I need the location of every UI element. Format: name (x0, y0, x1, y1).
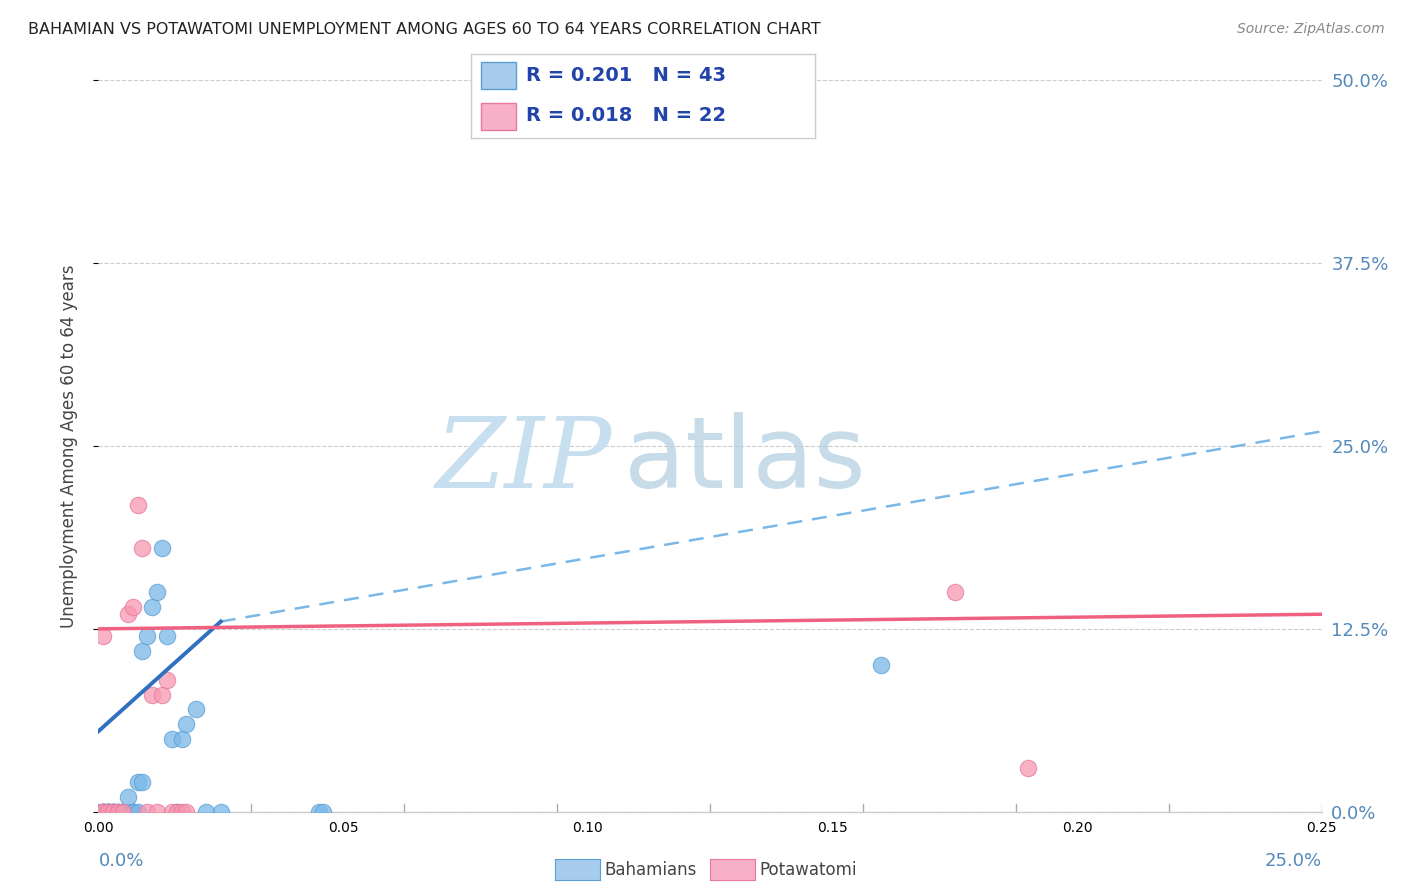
Point (160, 805, 183, 819)
Point (91, 629, 114, 643)
Point (97, 805, 120, 819)
Point (97, 805, 120, 819)
Point (97, 805, 120, 819)
Point (146, 585, 169, 599)
Point (160, 731, 183, 746)
Text: ZIP: ZIP (436, 413, 612, 508)
Point (91, 805, 114, 819)
Point (166, 805, 188, 819)
Point (97, 805, 120, 819)
Text: R = 0.018   N = 22: R = 0.018 N = 22 (526, 106, 727, 125)
Text: R = 0.201   N = 43: R = 0.201 N = 43 (526, 66, 725, 85)
Point (170, 731, 193, 746)
Point (127, 498, 149, 512)
Point (121, 805, 143, 819)
Bar (481, 62, 516, 89)
Point (111, 805, 134, 819)
Text: BAHAMIAN VS POTAWATOMI UNEMPLOYMENT AMONG AGES 60 TO 64 YEARS CORRELATION CHART: BAHAMIAN VS POTAWATOMI UNEMPLOYMENT AMON… (28, 22, 821, 37)
Point (131, 541, 153, 556)
Point (150, 541, 173, 556)
Point (101, 805, 124, 819)
Text: 25.0%: 25.0% (1264, 852, 1322, 870)
Point (870, 658, 893, 673)
Point (111, 805, 134, 819)
Text: Bahamians: Bahamians (605, 861, 697, 879)
Point (146, 805, 169, 819)
Point (117, 607, 139, 622)
Point (131, 775, 153, 789)
Point (91, 805, 114, 819)
Point (195, 805, 218, 819)
Point (117, 805, 139, 819)
Text: Source: ZipAtlas.com: Source: ZipAtlas.com (1237, 22, 1385, 37)
Point (127, 775, 149, 789)
Point (166, 805, 188, 819)
Point (91, 805, 114, 819)
Point (111, 805, 134, 819)
Point (141, 688, 163, 702)
Point (117, 790, 139, 805)
Point (97, 805, 120, 819)
Point (209, 805, 232, 819)
Bar (481, 103, 516, 130)
Point (107, 805, 129, 819)
Point (136, 805, 159, 819)
Point (170, 805, 193, 819)
Point (127, 805, 149, 819)
Point (121, 805, 143, 819)
Point (101, 805, 124, 819)
Point (107, 805, 129, 819)
Point (121, 599, 143, 614)
Text: 0.0%: 0.0% (98, 852, 143, 870)
Point (150, 688, 173, 702)
Point (91, 805, 114, 819)
Point (107, 805, 129, 819)
Point (312, 805, 335, 819)
Point (308, 805, 330, 819)
Point (156, 629, 179, 643)
Point (101, 805, 124, 819)
Point (176, 717, 198, 731)
Point (131, 644, 153, 658)
Point (156, 673, 179, 687)
Point (176, 805, 198, 819)
Point (101, 805, 124, 819)
Point (91, 805, 114, 819)
Y-axis label: Unemployment Among Ages 60 to 64 years: Unemployment Among Ages 60 to 64 years (59, 264, 77, 628)
Point (141, 599, 163, 614)
Point (91, 805, 114, 819)
Point (97, 805, 120, 819)
Point (1017, 761, 1039, 775)
Point (186, 702, 208, 716)
Point (111, 805, 134, 819)
Point (943, 585, 966, 599)
Text: Potawatomi: Potawatomi (759, 861, 856, 879)
Point (136, 629, 159, 643)
Point (97, 805, 120, 819)
Text: atlas: atlas (624, 412, 866, 509)
Point (101, 805, 124, 819)
Point (91, 805, 114, 819)
